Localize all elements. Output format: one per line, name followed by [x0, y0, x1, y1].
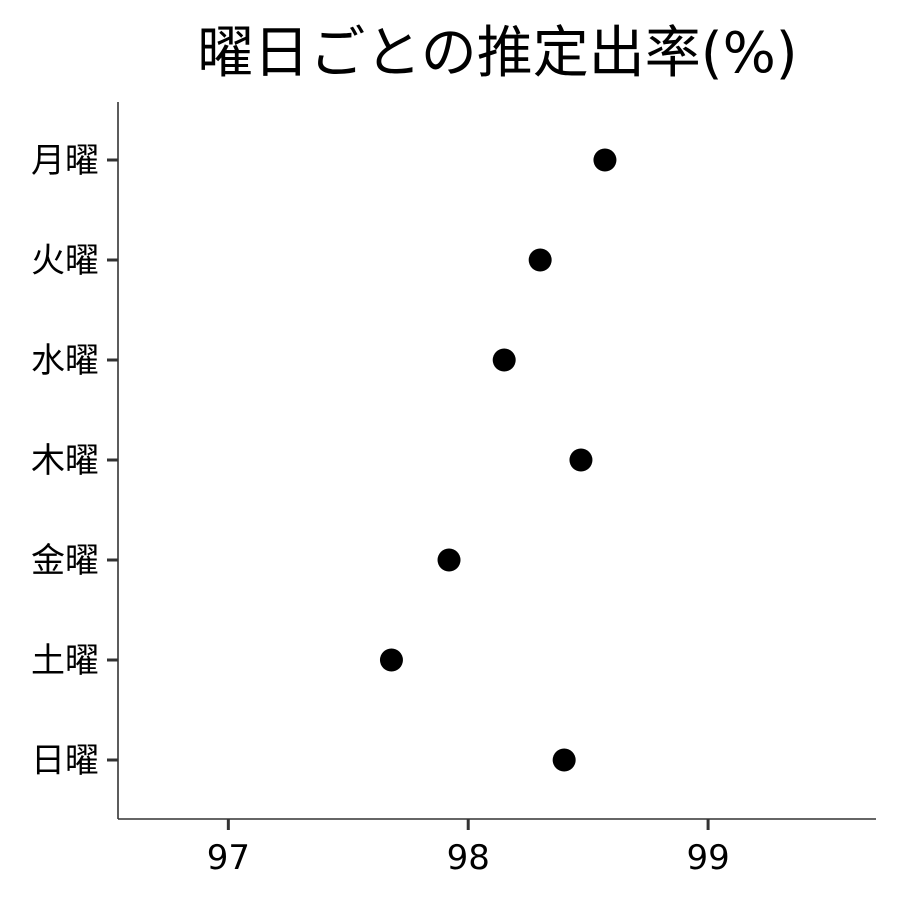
data-point-6: [379, 648, 403, 672]
data-point-2: [528, 248, 552, 272]
data-point-7: [552, 748, 576, 772]
y-tick-label: 火曜: [31, 241, 99, 281]
data-point-1: [593, 148, 617, 172]
y-tick-label: 日曜: [31, 741, 99, 781]
x-ticks: 97 98 99: [207, 819, 730, 878]
x-tick-label: 99: [686, 838, 729, 878]
data-point-4: [569, 448, 593, 472]
axes: [117, 102, 876, 820]
data-points: [379, 148, 617, 772]
y-tick-label: 月曜: [31, 141, 99, 181]
y-tick-label: 土曜: [31, 641, 99, 681]
x-tick-label: 97: [207, 838, 250, 878]
y-tick-label: 木曜: [31, 441, 99, 481]
y-tick-label: 水曜: [31, 341, 99, 381]
x-tick-label: 98: [447, 838, 490, 878]
data-point-3: [492, 348, 516, 372]
chart-title: 曜日ごとの推定出率(%): [197, 21, 798, 86]
data-point-5: [437, 548, 461, 572]
y-tick-label: 金曜: [31, 541, 99, 581]
